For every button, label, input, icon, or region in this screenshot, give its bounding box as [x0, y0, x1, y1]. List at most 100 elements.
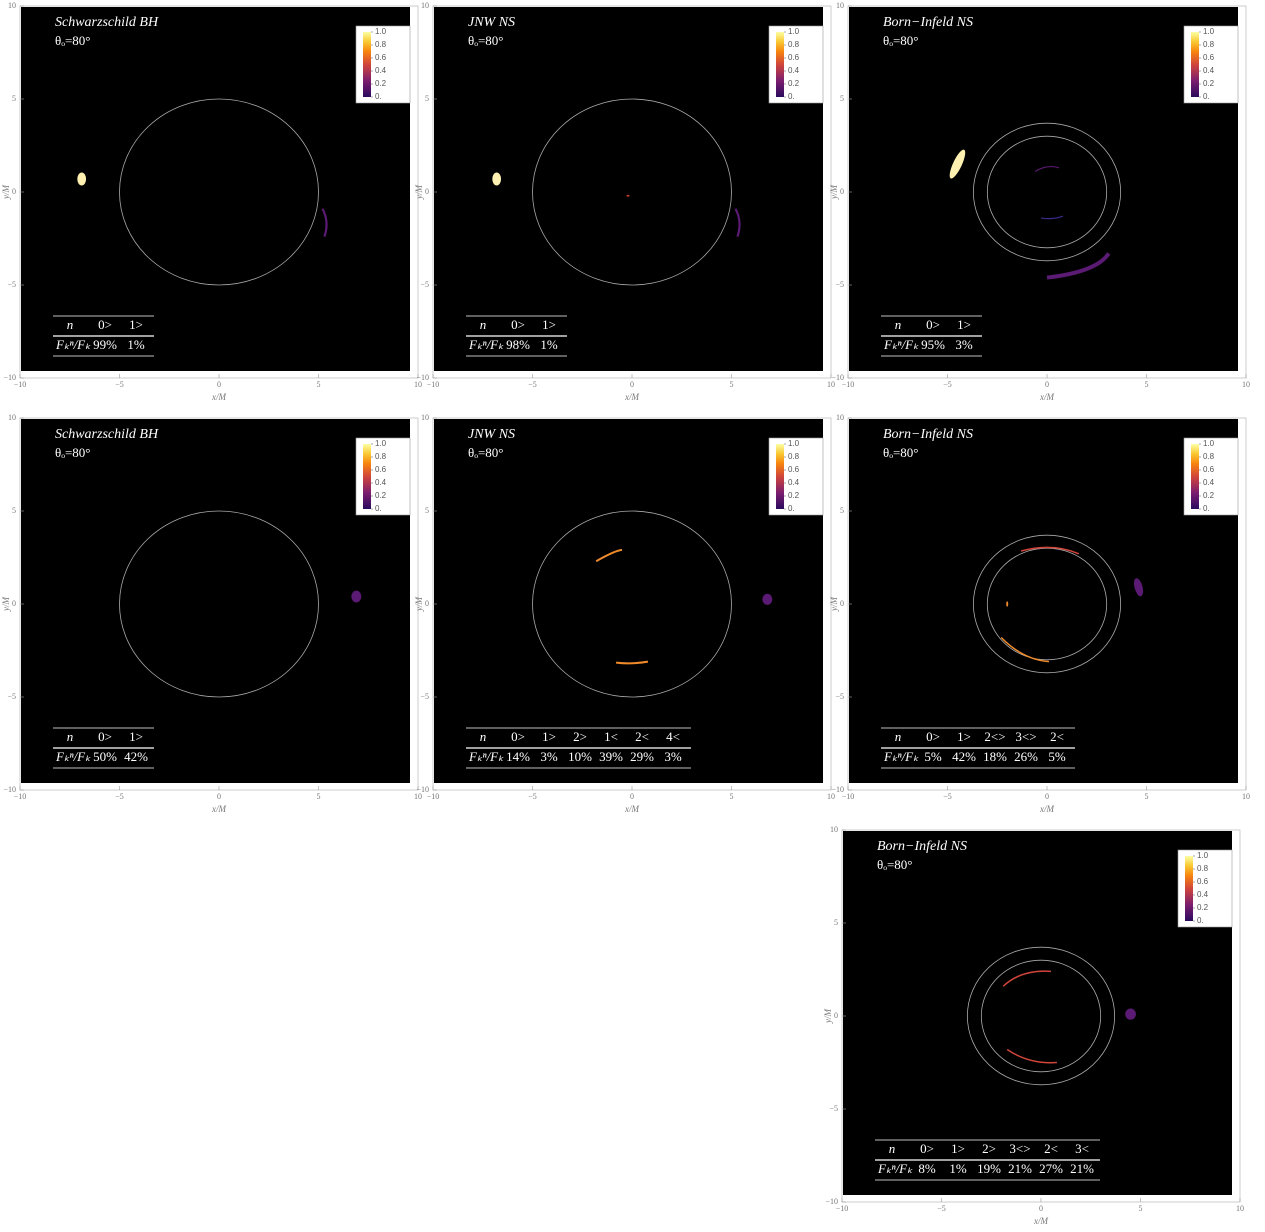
y-tick-label: 0: [840, 599, 844, 608]
colorbar: [1191, 444, 1199, 509]
y-tick-label: 10: [830, 825, 838, 834]
x-tick-label: 5: [317, 380, 321, 389]
x-tick-label: −5: [943, 792, 952, 801]
colorbar-tick-label: 0.: [1197, 916, 1204, 925]
hot-spot: [626, 194, 630, 197]
x-tick-label: 10: [414, 380, 422, 389]
photon-ring: [986, 135, 1108, 249]
x-tick-label: 0: [217, 792, 221, 801]
colorbar: [1191, 32, 1199, 97]
x-axis-label: x/M: [211, 392, 226, 402]
y-tick-label: 10: [421, 413, 429, 422]
y-tick-label: −10: [825, 1197, 838, 1206]
panel-subtitle: θₒ=80°: [883, 33, 919, 48]
colorbar-tick-label: 0.: [1203, 92, 1210, 101]
table-header: 3<>: [1009, 1141, 1030, 1156]
panel-title: Schwarzschild BH: [55, 427, 159, 442]
arc-image: [595, 549, 623, 563]
x-axis-label: x/M: [211, 804, 226, 814]
y-tick-label: −5: [829, 1104, 838, 1113]
x-axis-label: x/M: [624, 804, 639, 814]
colorbar-tick-label: 0.4: [1203, 66, 1215, 75]
table-row-label: Fₖⁿ/Fₖ: [468, 749, 504, 764]
image-area: [849, 419, 1238, 783]
table-cell: 5%: [1048, 749, 1066, 764]
table-header: 0>: [98, 729, 112, 744]
table-header: 2>: [573, 729, 587, 744]
y-tick-label: −10: [831, 785, 844, 794]
arc-image: [615, 660, 649, 665]
y-tick-label: 5: [840, 506, 844, 515]
panel-subtitle: θₒ=80°: [55, 33, 91, 48]
x-axis-label: x/M: [1033, 1216, 1048, 1226]
table-cell: 14%: [506, 749, 530, 764]
hot-spot: [1125, 1008, 1136, 1020]
y-axis-label: y/M: [1, 185, 11, 200]
x-tick-label: −10: [14, 792, 27, 801]
colorbar-tick-label: 1.0: [1203, 27, 1215, 36]
panel-title: Schwarzschild BH: [55, 15, 159, 30]
y-tick-label: 5: [12, 94, 16, 103]
y-tick-label: 10: [836, 413, 844, 422]
x-axis-label: x/M: [1039, 392, 1054, 402]
x-tick-label: −10: [14, 380, 27, 389]
x-tick-label: −10: [842, 380, 855, 389]
table-header-label: n: [480, 729, 487, 744]
y-tick-label: 0: [834, 1011, 838, 1020]
image-area: [843, 831, 1232, 1195]
colorbar-tick-label: 0.4: [1197, 890, 1209, 899]
x-tick-label: 0: [630, 380, 634, 389]
photon-ring: [972, 534, 1122, 674]
x-tick-label: 10: [414, 792, 422, 801]
hot-spot: [1134, 578, 1144, 597]
colorbar-tick-label: 0.6: [375, 465, 387, 474]
x-tick-label: −10: [427, 380, 440, 389]
table-header-label: n: [895, 317, 902, 332]
y-axis-label: y/M: [829, 185, 839, 200]
x-tick-label: −5: [937, 1204, 946, 1213]
x-axis-label: x/M: [624, 392, 639, 402]
x-tick-label: −10: [836, 1204, 849, 1213]
y-tick-label: −5: [420, 280, 429, 289]
colorbar-tick-label: 0.6: [1197, 877, 1209, 886]
y-tick-label: 5: [425, 506, 429, 515]
table-header: 1>: [542, 729, 556, 744]
x-tick-label: 5: [317, 792, 321, 801]
photon-ring: [972, 122, 1122, 262]
y-tick-label: −10: [416, 373, 429, 382]
colorbar-tick-label: 0.6: [788, 465, 800, 474]
table-row-label: Fₖⁿ/Fₖ: [883, 749, 919, 764]
x-tick-label: 5: [1145, 792, 1149, 801]
colorbar-tick-label: 0.2: [1203, 491, 1215, 500]
table-cell: 26%: [1014, 749, 1038, 764]
table-header: 0>: [511, 729, 525, 744]
colorbar-tick-label: 0.2: [1197, 903, 1209, 912]
panel-subtitle: θₒ=80°: [877, 857, 913, 872]
colorbar-tick-label: 0.2: [788, 491, 800, 500]
colorbar: [776, 32, 784, 97]
colorbar-tick-label: 1.0: [788, 27, 800, 36]
colorbar-tick-label: 0.4: [375, 66, 387, 75]
y-tick-label: −5: [835, 280, 844, 289]
y-axis-label: y/M: [414, 185, 424, 200]
colorbar-tick-label: 0.4: [1203, 478, 1215, 487]
colorbar-tick-label: 0.: [1203, 504, 1210, 513]
photon-ring: [119, 510, 319, 698]
table-header-label: n: [480, 317, 487, 332]
table-row-label: Fₖⁿ/Fₖ: [883, 337, 919, 352]
panel: −10 −5 0 5 10 −10 −5 0 5 10 x/M y/M Schwarzschild BH…: [1, 1, 422, 402]
table-cell: 3%: [664, 749, 682, 764]
x-tick-label: 10: [1242, 380, 1250, 389]
x-tick-label: −5: [115, 792, 124, 801]
y-tick-label: 10: [421, 1, 429, 10]
y-tick-label: 10: [8, 1, 16, 10]
table-cell: 10%: [568, 749, 592, 764]
y-axis-label: y/M: [823, 1009, 833, 1024]
colorbar-tick-label: 0.6: [1203, 465, 1215, 474]
x-tick-label: −10: [427, 792, 440, 801]
x-tick-label: −5: [115, 380, 124, 389]
image-area: [434, 7, 823, 371]
hot-spot: [762, 593, 773, 605]
